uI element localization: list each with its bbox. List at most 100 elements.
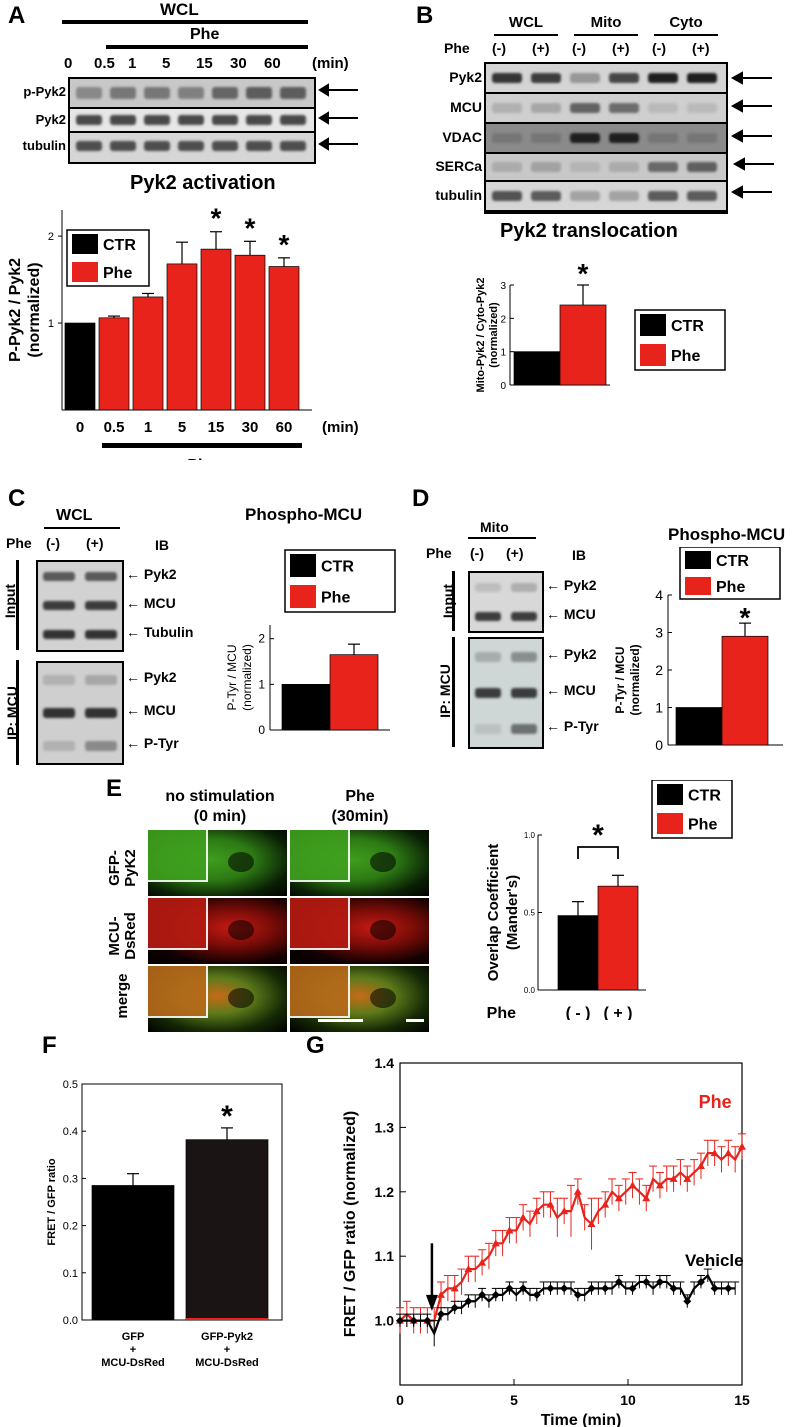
data-point [655, 1181, 664, 1189]
fraction-label: Mito [590, 14, 622, 31]
y-tick-label: 0.3 [63, 1173, 78, 1185]
y-label-line: Mito-Pyk2 / Cyto-Pyk2 [475, 278, 487, 393]
y-tick-label: 0.0 [524, 986, 536, 995]
significance-star: * [245, 212, 256, 243]
chart-title-b: Pyk2 translocation [500, 220, 678, 242]
y-tick-label: 0.1 [63, 1268, 78, 1280]
blot-band [43, 741, 75, 752]
data-point [546, 1200, 555, 1208]
data-point [587, 1284, 596, 1293]
blot-row [486, 64, 726, 94]
x-tick-label: 0 [396, 1392, 404, 1408]
nucleus [370, 988, 396, 1008]
y-tick-label: 3 [500, 281, 506, 292]
blot-band [531, 73, 561, 83]
bar [268, 266, 300, 411]
y-tick-label: 1.3 [375, 1119, 395, 1135]
row-label-line: PyK2 [122, 849, 139, 887]
row-label: MCU- DsRed [106, 903, 139, 969]
x-tick-label: 1 [144, 419, 152, 436]
blot-band [178, 141, 204, 151]
legend-swatch [657, 784, 683, 805]
blot-band [212, 115, 238, 125]
blot-band [246, 115, 272, 125]
blot-row [486, 182, 726, 212]
x-tick-label: + [224, 1344, 230, 1356]
wcl-header: WCL [160, 0, 199, 19]
data-point [573, 1187, 582, 1195]
bar [132, 296, 164, 411]
y-tick-label: 1 [500, 348, 506, 359]
band-label: ← Pyk2 [126, 668, 177, 685]
y-tick-label: 2 [48, 231, 54, 243]
y-tick-label: 2 [258, 632, 265, 646]
legend-label: CTR [671, 318, 704, 335]
bar [597, 885, 639, 991]
y-tick-label: 0 [655, 737, 663, 753]
blot-band [511, 724, 537, 734]
y-tick-label: 1 [258, 677, 265, 691]
data-point [614, 1194, 623, 1202]
bar [91, 1185, 175, 1321]
data-point [450, 1303, 459, 1312]
legend-label: Phe [671, 348, 700, 365]
scale-bar [406, 1019, 424, 1022]
data-point [532, 1290, 541, 1299]
y-label-line: P-Pyk2 / Pyk2 [7, 258, 24, 362]
row-label-serca: SERCa [435, 158, 482, 174]
blot-band [475, 611, 501, 621]
scale-bar [318, 1019, 363, 1022]
blot-band [687, 73, 717, 83]
x-tick-label: + [130, 1344, 136, 1356]
panel-d: D Mito Phe (-) (+) IB Input IP: MCU ← Py… [400, 475, 799, 765]
data-point [491, 1290, 500, 1299]
chart-fret-timecourse: 1.0 1.1 1.2 1.3 1.4 0 5 10 15 Phe Vehicle Time (min… [342, 1055, 750, 1427]
sign-label: (-) [572, 40, 586, 56]
y-tick-label: 0.2 [63, 1221, 78, 1233]
legend-swatch [72, 262, 98, 282]
blot-band [76, 141, 102, 151]
chart-overlap-coefficient: 0.0 0.5 1.0 ( - ) ( + ) Phe * Overlap Coefficie… [485, 780, 733, 1020]
blot-band [43, 674, 75, 685]
blot-band [609, 133, 639, 143]
band-label: ← MCU [546, 682, 596, 698]
time-label: 1 [128, 55, 137, 72]
blot-band [511, 652, 537, 662]
chart-phospho-mcu-c: 0 1 2 P-Tyr / MCU(normalized) CTR Phe [225, 549, 396, 737]
blot-band [110, 87, 136, 99]
blot-band [475, 652, 501, 662]
data-point [505, 1226, 514, 1234]
data-point [519, 1284, 528, 1293]
blot-band [531, 133, 561, 143]
y-label-line: (normalized) [628, 644, 642, 715]
col2-line1: Phe [345, 788, 375, 805]
plot-frame [81, 1083, 283, 1321]
y-axis-label: FRET / GFP ratio [46, 1158, 58, 1245]
blot-band [687, 133, 717, 143]
sign-label: (-) [492, 40, 506, 56]
x-tick-label: GFP-Pyk2 [201, 1331, 253, 1343]
legend-label: Phe [688, 817, 717, 834]
x-tick-label: ( + ) [604, 1005, 633, 1020]
bar [513, 351, 561, 386]
data-point [546, 1284, 555, 1293]
y-label-line: P-Tyr / MCU [613, 646, 627, 713]
y-label-line: (normalized) [488, 302, 500, 368]
y-tick-label: 0 [258, 723, 265, 737]
data-point [614, 1277, 623, 1286]
sign-label: (-) [652, 40, 666, 56]
blot-band [76, 115, 102, 125]
significance-star: * [211, 203, 222, 234]
bar [98, 317, 130, 411]
blot-band [492, 73, 522, 83]
data-point [532, 1207, 541, 1215]
x-tick-label: MCU-DsRed [195, 1357, 259, 1369]
chart-pyk2-translocation: 0 1 2 3 * Mito-Pyk2 / Cyto-Pyk2(normalized) CT… [475, 258, 726, 393]
ip-bracket [16, 660, 25, 765]
blot-band [648, 162, 678, 172]
blot-band [511, 582, 537, 592]
input-bracket [452, 571, 461, 631]
plot-frame [399, 1062, 743, 1386]
blot-row-labels: Pyk2 MCU VDAC SERCa tubulin [400, 62, 482, 210]
data-point [478, 1258, 487, 1266]
